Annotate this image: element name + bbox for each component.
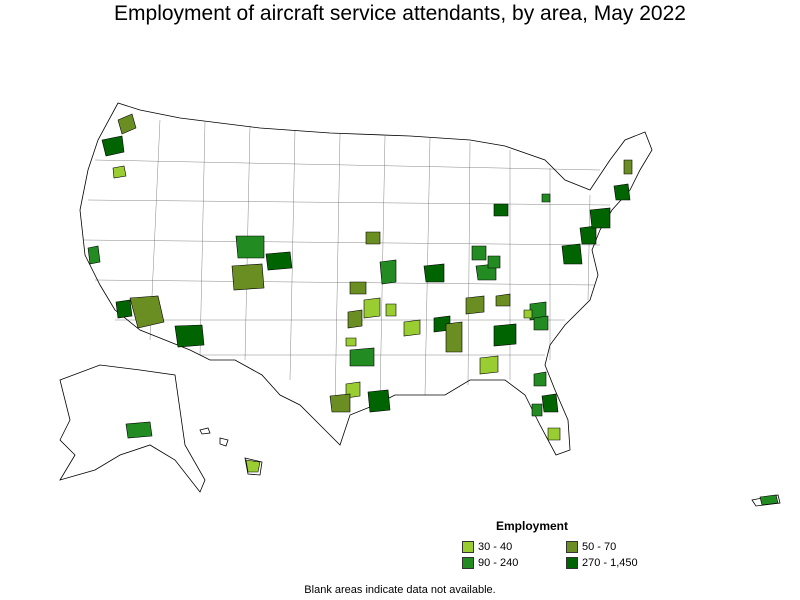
contiguous-us-outline (79, 102, 653, 456)
area-oklahoma (363, 297, 381, 319)
area-tampa (531, 403, 543, 417)
area-houston (367, 389, 391, 413)
area-phoenix-west (129, 295, 165, 329)
area-upstate-ny (541, 193, 551, 203)
area-philly (579, 225, 597, 245)
area-texas-2 (345, 337, 357, 347)
area-indiana (471, 245, 487, 261)
legend-item: 50 - 70 (566, 541, 656, 553)
footnote: Blank areas indicate data not available. (304, 584, 496, 596)
area-oregon-2 (112, 165, 127, 179)
area-arkansas (385, 303, 397, 317)
area-stlouis (423, 263, 445, 283)
legend-swatch-icon (566, 541, 578, 553)
area-missouri (379, 259, 397, 285)
legend-item: 270 - 1,450 (566, 557, 656, 569)
legend-item: 30 - 40 (462, 541, 566, 553)
area-mississippi (445, 321, 463, 353)
area-puerto-rico (759, 494, 779, 506)
area-iowa (365, 231, 381, 245)
area-kentucky (495, 293, 511, 307)
area-kansas-2 (347, 309, 363, 329)
area-jacksonville (533, 371, 547, 387)
area-charlotte (533, 315, 549, 331)
legend-swatch-icon (566, 557, 578, 569)
area-nc-2 (523, 309, 533, 319)
area-cincinnati (487, 255, 501, 269)
area-portland (101, 135, 125, 157)
legend-title: Employment (495, 519, 568, 533)
legend-swatch-icon (462, 557, 474, 569)
area-dc (561, 243, 583, 265)
legend-label: 30 - 40 (478, 541, 513, 553)
area-maine (623, 159, 633, 175)
area-georgia-south (479, 355, 499, 375)
area-denver (265, 251, 293, 271)
map-title: Employment of aircraft service attendant… (114, 2, 686, 25)
area-chicago (493, 203, 509, 217)
area-boston (613, 183, 631, 201)
legend-label: 50 - 70 (582, 541, 617, 553)
area-alaska-anchorage (125, 421, 153, 439)
area-nashville (465, 295, 485, 315)
area-seattle (117, 113, 137, 135)
area-hawaii-honolulu (245, 459, 261, 473)
legend-swatch-icon (462, 541, 474, 553)
legend-item: 90 - 240 (462, 557, 566, 569)
area-dallas (349, 347, 375, 367)
area-salt-lake (231, 263, 265, 291)
area-kansas-1 (349, 281, 367, 295)
area-san-antonio (329, 393, 351, 413)
area-florida-south (547, 427, 561, 441)
area-sf (87, 245, 101, 265)
area-atlanta (493, 323, 517, 347)
area-phoenix (174, 324, 205, 348)
area-la (115, 299, 133, 319)
legend-label: 270 - 1,450 (582, 557, 638, 569)
area-nyc (589, 207, 611, 229)
legend-label: 90 - 240 (478, 557, 519, 569)
area-wyoming (235, 235, 265, 259)
legend: Employment 30 - 40 50 - 70 90 - 240 270 … (462, 519, 652, 569)
area-orlando (541, 393, 559, 413)
area-tennessee (403, 319, 421, 337)
